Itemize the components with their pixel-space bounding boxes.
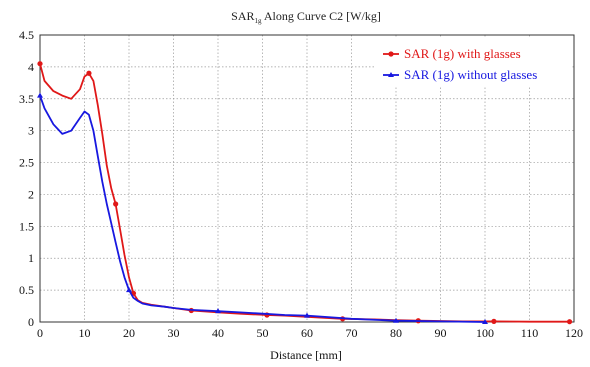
series-0-marker-1 (86, 70, 92, 76)
legend-label-without-glasses: SAR (1g) without glasses (404, 67, 537, 82)
legend-marker-with-glasses (388, 51, 394, 57)
x-tick-label-7: 70 (346, 326, 358, 340)
series-1-marker-2 (215, 308, 221, 314)
chart-title: SAR1g Along Curve C2 [W/kg] (231, 9, 381, 25)
x-axis-label: Distance [mm] (270, 348, 342, 362)
plot-frame (39, 34, 575, 323)
x-tick-label-12: 120 (565, 326, 583, 340)
series-0-marker-8 (491, 318, 497, 324)
x-tick-label-6: 60 (301, 326, 313, 340)
x-tick-label-10: 100 (476, 326, 494, 340)
x-tick-label-11: 110 (521, 326, 539, 340)
x-axis-ticks: 0 10 20 30 40 50 60 70 80 90 100 110 120 (37, 326, 583, 340)
series-1-marker-1 (126, 287, 132, 293)
y-tick-label-6: 3 (28, 124, 34, 138)
y-tick-label-8: 4 (28, 60, 34, 74)
x-tick-label-1: 10 (79, 326, 91, 340)
y-tick-label-4: 2 (28, 187, 34, 201)
series-1-marker-0 (37, 92, 43, 98)
series-0-marker-9 (566, 319, 573, 325)
y-tick-label-2: 1 (28, 251, 34, 265)
y-axis-ticks: 0 0.5 1 1.5 2 2.5 3 3.5 4 4.5 (19, 28, 34, 329)
series-1-marker-3 (304, 312, 310, 318)
legend-label-with-glasses: SAR (1g) with glasses (404, 46, 521, 61)
y-tick-label-7: 3.5 (19, 92, 34, 106)
series-1-marker-5 (482, 319, 488, 324)
chart-title-subscript: 1g (255, 17, 263, 25)
x-tick-label-2: 20 (123, 326, 135, 340)
x-tick-label-9: 90 (435, 326, 447, 340)
series-1-marker-4 (393, 317, 399, 323)
x-tick-label-0: 0 (37, 326, 43, 340)
x-tick-label-3: 30 (168, 326, 180, 340)
x-tick-label-4: 40 (212, 326, 224, 340)
series-0-marker-0 (37, 61, 43, 67)
series-group (37, 61, 573, 325)
y-tick-label-5: 2.5 (19, 156, 34, 170)
series-0-marker-2 (113, 201, 119, 207)
y-tick-label-1: 0.5 (19, 283, 34, 297)
y-tick-label-0: 0 (28, 315, 34, 329)
legend-marker-without-glasses (388, 72, 394, 77)
x-tick-label-5: 50 (257, 326, 269, 340)
legend-box (375, 38, 573, 87)
legend: SAR (1g) with glasses SAR (1g) without g… (375, 38, 573, 87)
chart-title-rest: Along Curve C2 [W/kg] (262, 9, 381, 23)
x-tick-label-8: 80 (390, 326, 402, 340)
chart-title-main: SAR (231, 9, 254, 23)
y-tick-label-3: 1.5 (19, 219, 34, 233)
y-tick-label-9: 4.5 (19, 28, 34, 42)
